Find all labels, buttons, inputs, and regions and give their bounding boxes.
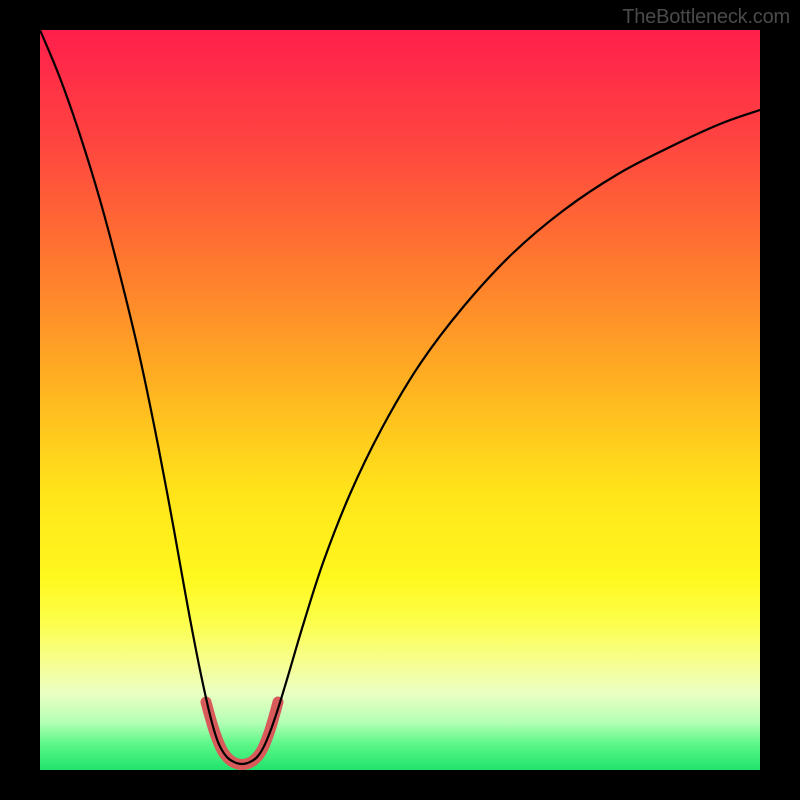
watermark-text: TheBottleneck.com xyxy=(622,6,790,29)
bottleneck-chart xyxy=(0,0,800,800)
chart-container: TheBottleneck.com xyxy=(0,0,800,800)
